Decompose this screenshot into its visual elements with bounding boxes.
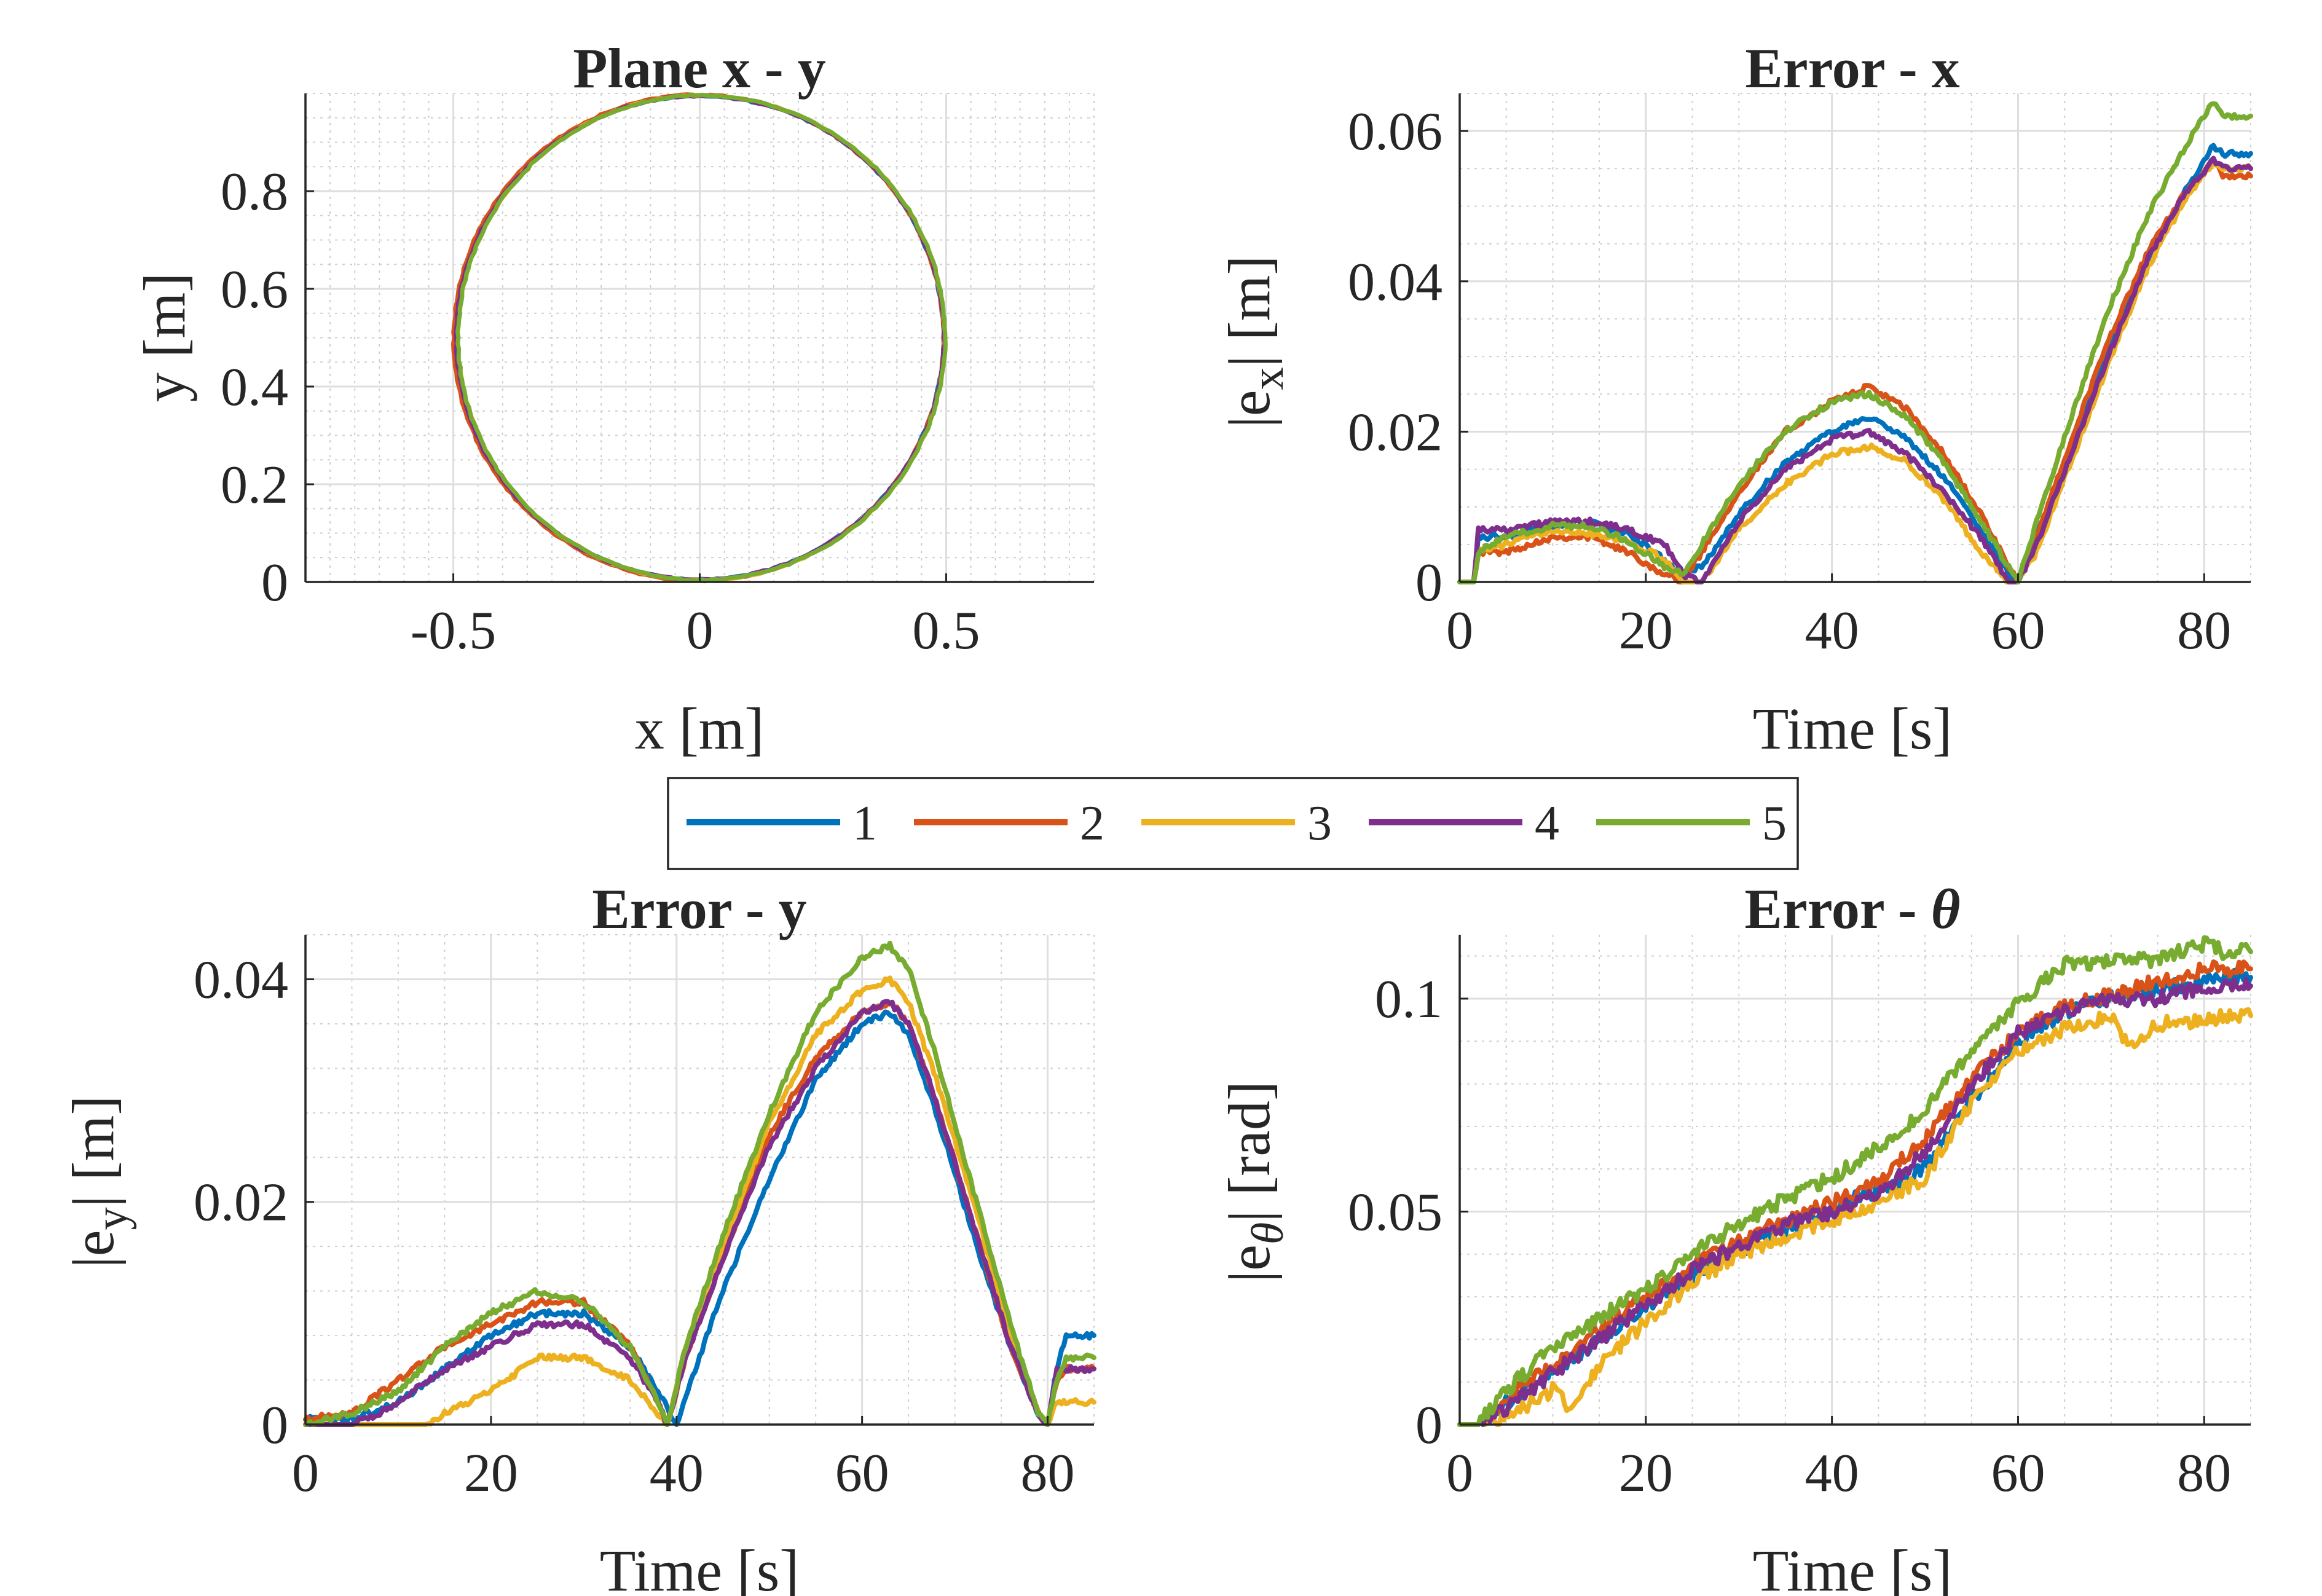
x-tick-label: 0: [687, 601, 714, 661]
error-y-lines: [303, 940, 1096, 1427]
error-x-axes: [1458, 93, 2251, 583]
x-tick-label: 40: [1805, 1444, 1859, 1503]
x-tick-label: 0.5: [912, 601, 980, 661]
series-line-5: [1457, 101, 2253, 584]
x-tick-label: -0.5: [411, 601, 496, 661]
error-x-xlabel: Time [s]: [1753, 696, 1953, 761]
y-tick-label: 0.1: [1375, 970, 1442, 1029]
plane-xy-xlabel: x [m]: [635, 696, 765, 761]
error-theta-lines: [1457, 935, 2253, 1427]
plane-xy-ylabel: y [m]: [132, 273, 197, 403]
y-tick-label: 0.2: [221, 455, 288, 515]
legend-label-2: 2: [1080, 796, 1104, 851]
x-tick-label: 0: [1446, 601, 1473, 661]
error-y-xlabel: Time [s]: [600, 1538, 800, 1596]
y-tick-label: 0.02: [194, 1173, 288, 1233]
legend-label-1: 1: [852, 796, 877, 851]
y-tick-label: 0.06: [1348, 102, 1442, 162]
series-line-3: [1457, 1007, 2253, 1427]
y-tick-label: 0.4: [221, 358, 288, 417]
error-x-panel: 0 20 40 60 80 0 0.02 0.04 0.06 Error - x Time [s…: [1216, 37, 2253, 761]
y-tick-label: 0.02: [1348, 403, 1442, 462]
error-x-title: Error - x: [1745, 37, 1959, 100]
x-tick-label: 20: [1619, 1444, 1673, 1503]
error-theta-axes: [1458, 935, 2251, 1426]
plane-xy-tick-labels: -0.5 0 0.5 0 0.2 0.4 0.6 0.8: [221, 162, 980, 661]
series-line-5: [455, 92, 948, 583]
series-line-5: [1457, 935, 2253, 1427]
error-x-lines: [1457, 101, 2253, 584]
error-y-ylabel-sub: y: [87, 1208, 137, 1230]
x-tick-label: 40: [650, 1444, 704, 1503]
legend: 1 2 3 4 5: [667, 777, 1799, 870]
series-line-4: [303, 999, 1096, 1427]
error-theta-xlabel: Time [s]: [1753, 1538, 1953, 1596]
y-tick-label: 0: [261, 553, 288, 613]
error-x-ylabel: |ex| [m]: [1216, 256, 1293, 428]
error-theta-title: Error - θ: [1745, 878, 1961, 940]
plane-xy-panel: -0.5 0 0.500.20.40.60.8 Plane x - y x [m] …: [132, 37, 1095, 761]
error-y-title: Error - y: [592, 878, 806, 940]
plane-xy-lines: [451, 92, 948, 584]
x-tick-label: 0: [292, 1444, 319, 1503]
x-tick-label: 80: [2177, 601, 2231, 661]
plane-xy-title: Plane x - y: [573, 37, 825, 100]
x-tick-label: 80: [1021, 1444, 1075, 1503]
y-tick-label: 0.04: [1348, 253, 1442, 312]
legend-label-3: 3: [1307, 796, 1332, 851]
y-tick-label: 0: [1415, 1396, 1442, 1455]
y-tick-label: 0.05: [1348, 1182, 1442, 1242]
error-y-panel: 0 20 40 60 80 0 0.02 0.04 Error - y Time [s] |e…: [60, 878, 1096, 1596]
x-tick-label: 60: [1991, 1444, 2045, 1503]
x-tick-label: 80: [2177, 1444, 2231, 1503]
error-theta-tick-labels: 0 20 40 60 80 0 0.05 0.1: [1348, 970, 2231, 1503]
error-theta-title-main: Error -: [1745, 878, 1931, 940]
plane-xy-axes: [304, 93, 1094, 583]
y-tick-label: 0.8: [221, 162, 288, 222]
series-line-4: [1457, 155, 2253, 584]
y-tick-label: 0.04: [194, 950, 288, 1010]
error-x-tick-labels: 0 20 40 60 80 0 0.02 0.04 0.06: [1348, 102, 2231, 661]
error-y-axes: [304, 935, 1094, 1426]
y-tick-label: 0.6: [221, 260, 288, 320]
error-theta-title-symbol: θ: [1931, 878, 1961, 940]
error-y-ylabel-tail: | [m]: [60, 1096, 126, 1208]
error-y-tick-labels: 0 20 40 60 80 0 0.02 0.04: [194, 950, 1075, 1503]
error-x-ylabel-sub: x: [1243, 368, 1293, 390]
y-tick-label: 0: [261, 1396, 288, 1455]
series-line-4: [1457, 977, 2253, 1427]
legend-label-4: 4: [1535, 796, 1559, 851]
error-x-ylabel-tail: | [m]: [1216, 256, 1282, 368]
x-tick-label: 20: [1619, 601, 1673, 661]
series-line-5: [303, 940, 1096, 1427]
x-tick-label: 20: [464, 1444, 518, 1503]
error-theta-ylabel: |eθ| [rad]: [1216, 1081, 1293, 1283]
x-tick-label: 60: [835, 1444, 889, 1503]
error-theta-ylabel-tail: | [rad]: [1216, 1081, 1282, 1222]
error-theta-ylabel-sub: θ: [1243, 1222, 1293, 1244]
error-y-ylabel: |ey| [m]: [60, 1096, 137, 1268]
x-tick-label: 40: [1805, 601, 1859, 661]
error-x-ylabel-main: |e: [1216, 390, 1282, 428]
y-tick-label: 0: [1415, 553, 1442, 613]
x-tick-label: 0: [1446, 1444, 1473, 1503]
error-theta-ylabel-main: |e: [1216, 1244, 1282, 1283]
error-y-ylabel-main: |e: [60, 1230, 126, 1268]
x-tick-label: 60: [1991, 601, 2045, 661]
legend-label-5: 5: [1762, 796, 1787, 851]
